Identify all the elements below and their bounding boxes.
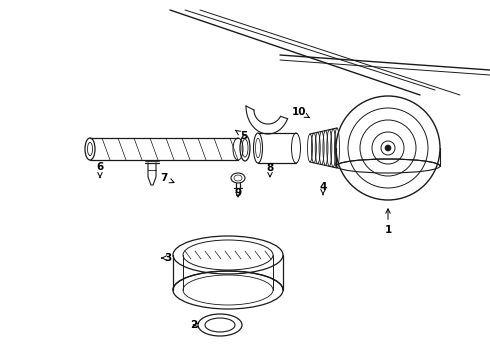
Text: 3: 3: [162, 253, 172, 263]
Text: 6: 6: [97, 162, 103, 177]
Text: 10: 10: [292, 107, 309, 118]
Circle shape: [385, 145, 391, 151]
Text: 8: 8: [267, 163, 273, 177]
Text: 7: 7: [160, 173, 174, 183]
Text: 2: 2: [190, 320, 198, 330]
Text: 1: 1: [384, 209, 392, 235]
Text: 5: 5: [235, 130, 247, 141]
Text: 9: 9: [234, 188, 242, 198]
Text: 4: 4: [319, 182, 327, 195]
